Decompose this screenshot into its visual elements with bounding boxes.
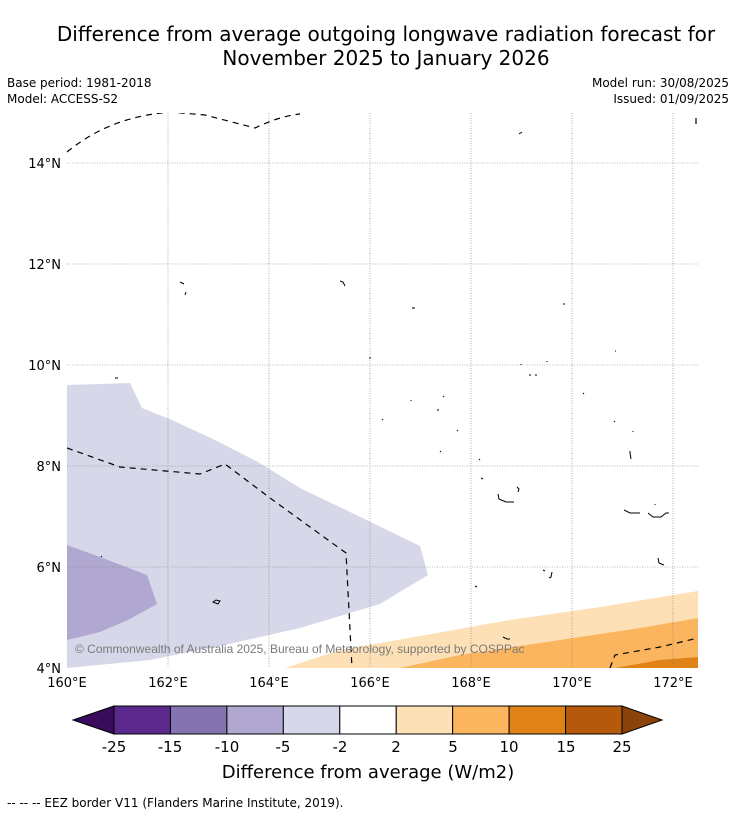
lat-label: 14°N (28, 157, 61, 172)
colorbar-under-arrow (71, 705, 115, 735)
lon-label: 168°E (451, 676, 491, 691)
copyright-watermark: © Commonwealth of Australia 2025, Bureau… (75, 642, 525, 656)
colorbar-box (395, 705, 454, 735)
latitude-labels: 14°N 12°N 10°N 8°N 6°N 4°N (28, 157, 61, 677)
model-info: Base period: 1981-2018 Model: ACCESS-S2 (7, 75, 152, 107)
colorbar-box (169, 705, 228, 735)
colorbar: -25 -15 -10 -5 -2 2 5 10 15 25 Differenc… (71, 705, 664, 783)
colorbar-tick: 2 (391, 738, 401, 756)
colorbar-box (508, 705, 567, 735)
islands (100, 131, 669, 640)
map-title: Difference from average outgoing longwav… (0, 22, 736, 70)
issued-date: Issued: 01/09/2025 (613, 92, 729, 106)
colorbar-box (339, 705, 397, 735)
colorbar-boxes (113, 705, 623, 735)
model-name: Model: ACCESS-S2 (7, 92, 119, 106)
lat-label: 4°N (37, 662, 62, 677)
eez-border-note: -- -- -- EEZ border V11 (Flanders Marine… (7, 796, 344, 810)
colorbar-box (282, 705, 341, 735)
lat-label: 6°N (37, 561, 62, 576)
lon-label: 166°E (350, 676, 390, 691)
colorbar-tick: -2 (333, 738, 348, 756)
colorbar-label: Difference from average (W/m2) (222, 762, 514, 783)
anomaly-region-light-purple (67, 383, 428, 668)
colorbar-tick-labels: -25 -15 -10 -5 -2 2 5 10 15 25 (102, 738, 632, 756)
anomaly-region-dark-orange (615, 657, 698, 668)
model-run-date: Model run: 30/08/2025 (591, 76, 729, 90)
lon-label: 170°E (552, 676, 592, 691)
colorbar-box (452, 705, 510, 735)
anomaly-region-medium-purple (67, 545, 157, 640)
gridlines (67, 113, 698, 668)
colorbar-box (226, 705, 284, 735)
colorbar-box (113, 705, 171, 735)
issue-info: Model run: 30/08/2025 Issued: 01/09/2025 (592, 75, 729, 107)
map-figure: © Commonwealth of Australia 2025, Bureau… (28, 113, 698, 783)
colorbar-tick: 15 (556, 738, 575, 756)
lat-label: 10°N (28, 359, 61, 374)
title-line-1: Difference from average outgoing longwav… (56, 22, 716, 46)
longitude-labels: 160°E 162°E 164°E 166°E 168°E 170°E 172°… (47, 676, 693, 691)
lat-label: 8°N (37, 460, 62, 475)
colorbar-tick: 10 (499, 738, 518, 756)
colorbar-over-arrow (621, 705, 664, 735)
base-period: Base period: 1981-2018 (7, 76, 152, 90)
title-line-2: November 2025 to January 2026 (222, 46, 550, 70)
colorbar-tick: -10 (215, 738, 240, 756)
lon-label: 162°E (148, 676, 188, 691)
map-plot-area (67, 113, 698, 668)
lon-label: 172°E (653, 676, 693, 691)
colorbar-tick: -5 (276, 738, 291, 756)
eez-borders (67, 113, 698, 668)
colorbar-tick: 25 (612, 738, 631, 756)
colorbar-tick: 5 (448, 738, 458, 756)
lon-label: 164°E (249, 676, 289, 691)
colorbar-box (565, 705, 623, 735)
colorbar-tick: -25 (102, 738, 127, 756)
lon-label: 160°E (47, 676, 87, 691)
colorbar-tick: -15 (158, 738, 183, 756)
lat-label: 12°N (28, 258, 61, 273)
anomaly-region-orange (400, 618, 698, 668)
